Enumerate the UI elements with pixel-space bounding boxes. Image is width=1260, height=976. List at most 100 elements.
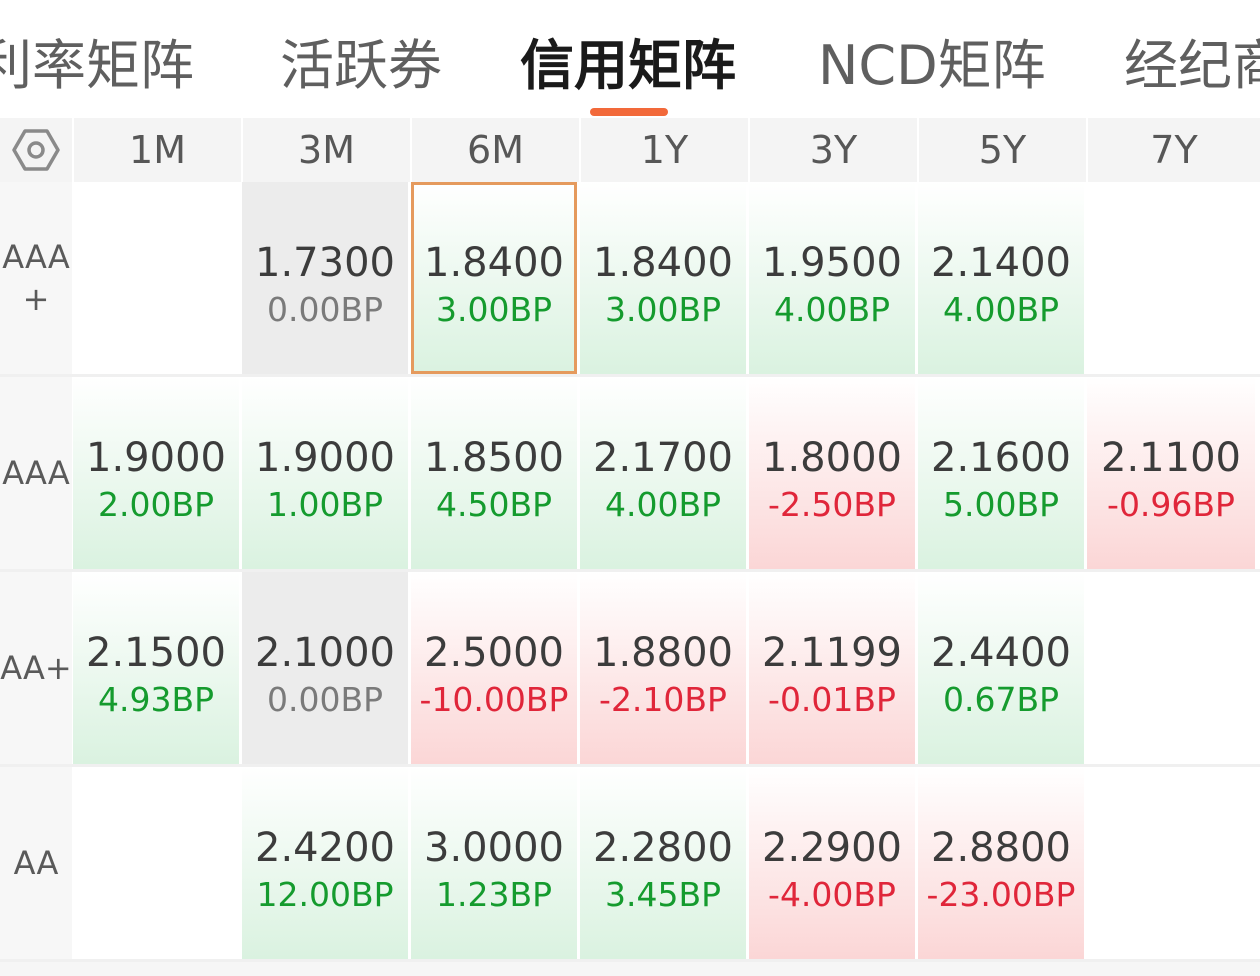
cell-rate: 2.5000 [424,630,564,676]
cell-change: -0.01BP [768,680,896,719]
cell-rate: 1.8400 [424,240,564,286]
cell-rate: 2.1500 [86,630,226,676]
cell-change: 3.45BP [604,875,721,914]
cell-rate: 2.1400 [931,240,1071,286]
rating-label: AAA [0,377,72,569]
matrix-cell-1m[interactable]: 1.9000 2.00BP [73,377,239,569]
matrix-cell-empty [1087,767,1255,959]
tab-ncd-matrix[interactable]: NCD矩阵 [818,34,1046,97]
column-header-5y: 5Y [917,118,1086,182]
cell-change: 1.23BP [435,875,552,914]
cell-change: 0.00BP [266,290,383,329]
cell-rate: 2.2800 [593,825,733,871]
matrix-row: AA 2.4200 12.00BP 3.0000 1.23BP 2.2800 3.45BP 2… [0,767,1260,962]
cell-rate: 2.1000 [255,630,395,676]
cell-change: 12.00BP [256,875,394,914]
matrix-cell-7y[interactable]: 2.1100 -0.96BP [1087,377,1255,569]
cell-change: 0.00BP [266,680,383,719]
matrix-cell-3y[interactable]: 1.8000 -2.50BP [749,377,915,569]
cell-rate: 2.1700 [593,435,733,481]
tab-credit-matrix[interactable]: 信用矩阵 [520,34,736,97]
matrix-settings-button[interactable] [0,118,72,182]
cell-change: 4.50BP [435,485,552,524]
cell-change: 2.00BP [97,485,214,524]
cell-change: 3.00BP [435,290,552,329]
matrix-row: AA+ 2.1500 4.93BP 2.1000 0.00BP 2.5000 -10.00B… [0,572,1260,767]
cell-change: -4.00BP [768,875,896,914]
matrix-row: AAA 1.9000 2.00BP 1.9000 1.00BP 1.8500 4.50BP 2… [0,377,1260,572]
cell-change: 4.00BP [773,290,890,329]
cell-change: -0.96BP [1107,485,1235,524]
cell-rate: 2.1100 [1101,435,1241,481]
cell-change: -23.00BP [926,875,1076,914]
matrix-cell-empty [1087,572,1255,764]
matrix-cell-1y[interactable]: 1.8800 -2.10BP [580,572,746,764]
tab-bar: 利率矩阵 活跃券 信用矩阵 NCD矩阵 经纪商 [0,0,1260,118]
matrix-cell-3m[interactable]: 1.9000 1.00BP [242,377,408,569]
cell-rate: 1.9000 [86,435,226,481]
matrix-row: AAA + 1.7300 0.00BP 1.8400 3.00BP 1.8400 3.00B… [0,182,1260,377]
rating-label: AAA + [0,182,72,374]
cell-rate: 2.1600 [931,435,1071,481]
rating-label: AA [0,767,72,959]
matrix-cell-empty [73,182,239,374]
cell-change: 4.00BP [942,290,1059,329]
column-header-1y: 1Y [579,118,748,182]
matrix-cell-1y[interactable]: 2.1700 4.00BP [580,377,746,569]
active-tab-indicator [590,108,668,116]
cell-change: 5.00BP [942,485,1059,524]
matrix-cell-3m[interactable]: 2.4200 12.00BP [242,767,408,959]
column-header-3y: 3Y [748,118,917,182]
tab-rate-matrix[interactable]: 利率矩阵 [0,34,194,97]
cell-rate: 2.2900 [762,825,902,871]
cell-rate: 1.8500 [424,435,564,481]
column-header-3m: 3M [241,118,410,182]
cell-rate: 1.8400 [593,240,733,286]
tab-brokers[interactable]: 经纪商 [1124,34,1260,97]
cell-rate: 3.0000 [424,825,564,871]
cell-change: 1.00BP [266,485,383,524]
cell-change: 0.67BP [942,680,1059,719]
cell-change: 4.93BP [97,680,214,719]
matrix-cell-6m[interactable]: 1.8400 3.00BP [411,182,577,374]
cell-rate: 1.8000 [762,435,902,481]
matrix-cell-3y[interactable]: 2.2900 -4.00BP [749,767,915,959]
cell-rate: 2.4400 [931,630,1071,676]
cell-rate: 1.7300 [255,240,395,286]
matrix-cell-5y[interactable]: 2.1600 5.00BP [918,377,1084,569]
matrix-cell-3m[interactable]: 2.1000 0.00BP [242,572,408,764]
next-row-edge [0,962,1260,976]
cell-change: -2.10BP [599,680,727,719]
matrix-cell-3y[interactable]: 1.9500 4.00BP [749,182,915,374]
cell-change: -2.50BP [768,485,896,524]
matrix-cell-empty [1087,182,1255,374]
matrix-cell-1y[interactable]: 1.8400 3.00BP [580,182,746,374]
cell-rate: 1.9500 [762,240,902,286]
cell-change: -10.00BP [419,680,569,719]
matrix-cell-3m[interactable]: 1.7300 0.00BP [242,182,408,374]
matrix-cell-1y[interactable]: 2.2800 3.45BP [580,767,746,959]
matrix-cell-6m[interactable]: 2.5000 -10.00BP [411,572,577,764]
tenor-header-row: 1M 3M 6M 1Y 3Y 5Y 7Y [0,118,1260,182]
cell-rate: 2.4200 [255,825,395,871]
rating-label: AA+ [0,572,72,764]
matrix-cell-5y[interactable]: 2.8800 -23.00BP [918,767,1084,959]
settings-hex-icon [12,129,60,171]
column-header-1m: 1M [72,118,241,182]
matrix-cell-1m[interactable]: 2.1500 4.93BP [73,572,239,764]
cell-rate: 1.8800 [593,630,733,676]
cell-change: 3.00BP [604,290,721,329]
matrix-cell-3y[interactable]: 2.1199 -0.01BP [749,572,915,764]
cell-rate: 1.9000 [255,435,395,481]
matrix-cell-6m[interactable]: 1.8500 4.50BP [411,377,577,569]
matrix-cell-5y[interactable]: 2.4400 0.67BP [918,572,1084,764]
matrix-cell-empty [73,767,239,959]
cell-rate: 2.8800 [931,825,1071,871]
tab-active-bonds[interactable]: 活跃券 [280,34,442,97]
cell-change: 4.00BP [604,485,721,524]
column-header-6m: 6M [410,118,579,182]
cell-rate: 2.1199 [762,630,902,676]
matrix-cell-5y[interactable]: 2.1400 4.00BP [918,182,1084,374]
matrix-cell-6m[interactable]: 3.0000 1.23BP [411,767,577,959]
